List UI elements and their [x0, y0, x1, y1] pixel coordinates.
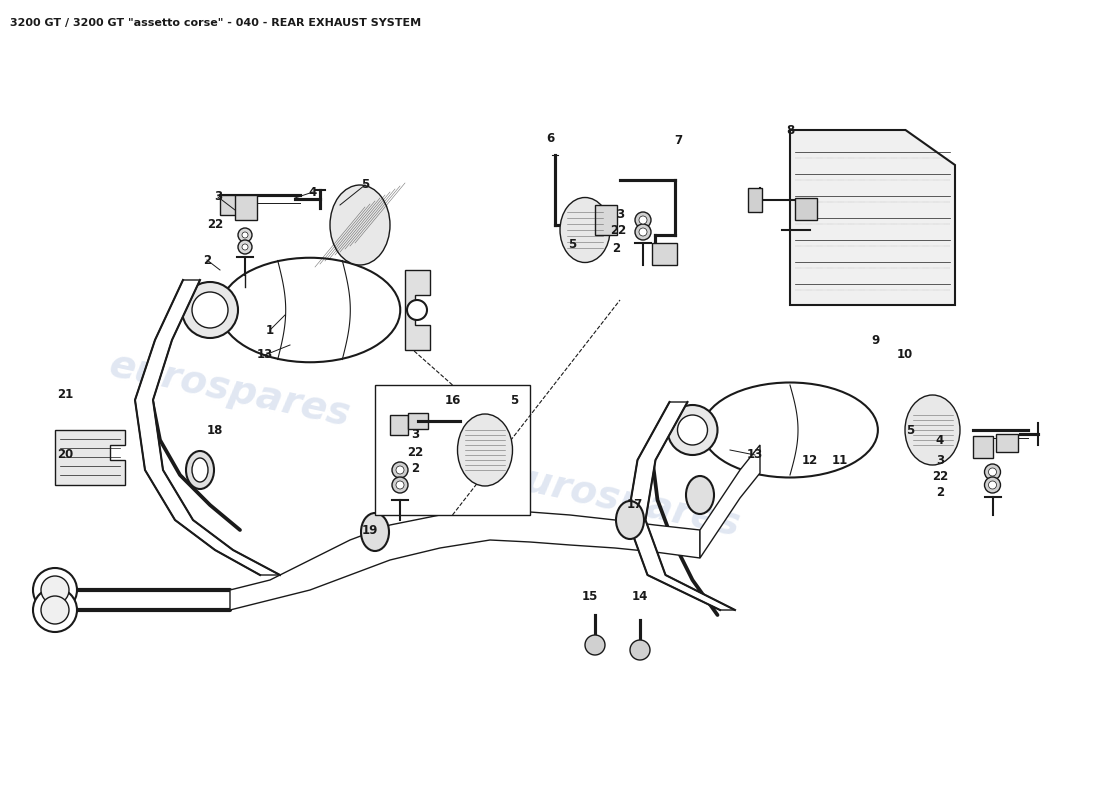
Circle shape [639, 216, 647, 224]
Text: 10: 10 [896, 349, 913, 362]
Text: 22: 22 [407, 446, 424, 458]
Ellipse shape [186, 451, 214, 489]
Text: 6: 6 [546, 131, 554, 145]
Circle shape [984, 477, 1001, 493]
Circle shape [635, 224, 651, 240]
Circle shape [182, 282, 238, 338]
Text: eurospares: eurospares [496, 456, 744, 544]
Text: 8: 8 [785, 123, 794, 137]
Ellipse shape [361, 513, 389, 551]
Circle shape [984, 464, 1001, 480]
Text: 14: 14 [631, 590, 648, 602]
Circle shape [33, 588, 77, 632]
Ellipse shape [330, 185, 390, 265]
Text: 20: 20 [57, 449, 73, 462]
Circle shape [41, 596, 69, 624]
Text: 1: 1 [266, 323, 274, 337]
Text: 12: 12 [802, 454, 818, 466]
Circle shape [238, 240, 252, 254]
Polygon shape [230, 510, 700, 610]
Circle shape [238, 228, 252, 242]
Circle shape [41, 576, 69, 604]
FancyBboxPatch shape [996, 434, 1018, 452]
FancyBboxPatch shape [235, 195, 257, 220]
Text: 16: 16 [444, 394, 461, 406]
Text: 3: 3 [616, 209, 624, 222]
Circle shape [678, 415, 707, 445]
Polygon shape [55, 430, 125, 485]
Text: 11: 11 [832, 454, 848, 466]
Circle shape [242, 232, 248, 238]
Circle shape [392, 462, 408, 478]
FancyBboxPatch shape [375, 385, 530, 515]
Text: 2: 2 [202, 254, 211, 266]
Circle shape [635, 212, 651, 228]
Text: 2: 2 [411, 462, 419, 474]
Circle shape [392, 477, 408, 493]
Text: eurospares: eurospares [106, 346, 354, 434]
Text: 3: 3 [213, 190, 222, 203]
Text: 5: 5 [361, 178, 370, 191]
Text: 4: 4 [309, 186, 317, 198]
FancyBboxPatch shape [220, 195, 238, 215]
Text: 4: 4 [936, 434, 944, 446]
Text: 19: 19 [362, 523, 378, 537]
Text: 18: 18 [207, 423, 223, 437]
Ellipse shape [220, 258, 400, 362]
Text: 13: 13 [257, 349, 273, 362]
Ellipse shape [702, 382, 878, 478]
Text: 3: 3 [411, 429, 419, 442]
Circle shape [989, 481, 997, 489]
Text: 5: 5 [906, 423, 914, 437]
Polygon shape [405, 270, 430, 350]
Text: 5: 5 [568, 238, 576, 251]
FancyBboxPatch shape [408, 413, 428, 429]
Text: 3200 GT / 3200 GT "assetto corse" - 040 - REAR EXHAUST SYSTEM: 3200 GT / 3200 GT "assetto corse" - 040 … [10, 18, 421, 28]
Ellipse shape [192, 458, 208, 482]
Circle shape [639, 228, 647, 236]
Circle shape [585, 635, 605, 655]
Text: 2: 2 [936, 486, 944, 498]
Ellipse shape [458, 414, 513, 486]
Text: 2: 2 [612, 242, 620, 254]
Text: 3: 3 [936, 454, 944, 466]
Text: 5: 5 [510, 394, 518, 406]
Circle shape [242, 244, 248, 250]
Ellipse shape [686, 476, 714, 514]
FancyBboxPatch shape [972, 436, 992, 458]
FancyBboxPatch shape [595, 205, 617, 235]
Circle shape [630, 640, 650, 660]
Text: 22: 22 [609, 223, 626, 237]
Circle shape [33, 568, 77, 612]
FancyBboxPatch shape [652, 243, 676, 265]
FancyBboxPatch shape [795, 198, 817, 220]
Polygon shape [135, 280, 280, 575]
Text: 9: 9 [871, 334, 879, 346]
Circle shape [668, 405, 717, 455]
Ellipse shape [616, 501, 644, 539]
Text: 21: 21 [57, 389, 73, 402]
Text: 22: 22 [207, 218, 223, 231]
FancyBboxPatch shape [748, 188, 762, 212]
Polygon shape [700, 445, 760, 558]
Ellipse shape [905, 395, 960, 465]
Ellipse shape [560, 198, 610, 262]
Circle shape [407, 300, 427, 320]
Text: 22: 22 [932, 470, 948, 482]
Circle shape [396, 481, 404, 489]
Text: 15: 15 [582, 590, 598, 602]
Text: 13: 13 [747, 449, 763, 462]
Polygon shape [627, 402, 735, 610]
Circle shape [989, 468, 997, 476]
Polygon shape [790, 130, 955, 305]
Text: 7: 7 [674, 134, 682, 146]
Text: 17: 17 [627, 498, 644, 511]
Circle shape [192, 292, 228, 328]
Circle shape [396, 466, 404, 474]
FancyBboxPatch shape [390, 415, 408, 435]
